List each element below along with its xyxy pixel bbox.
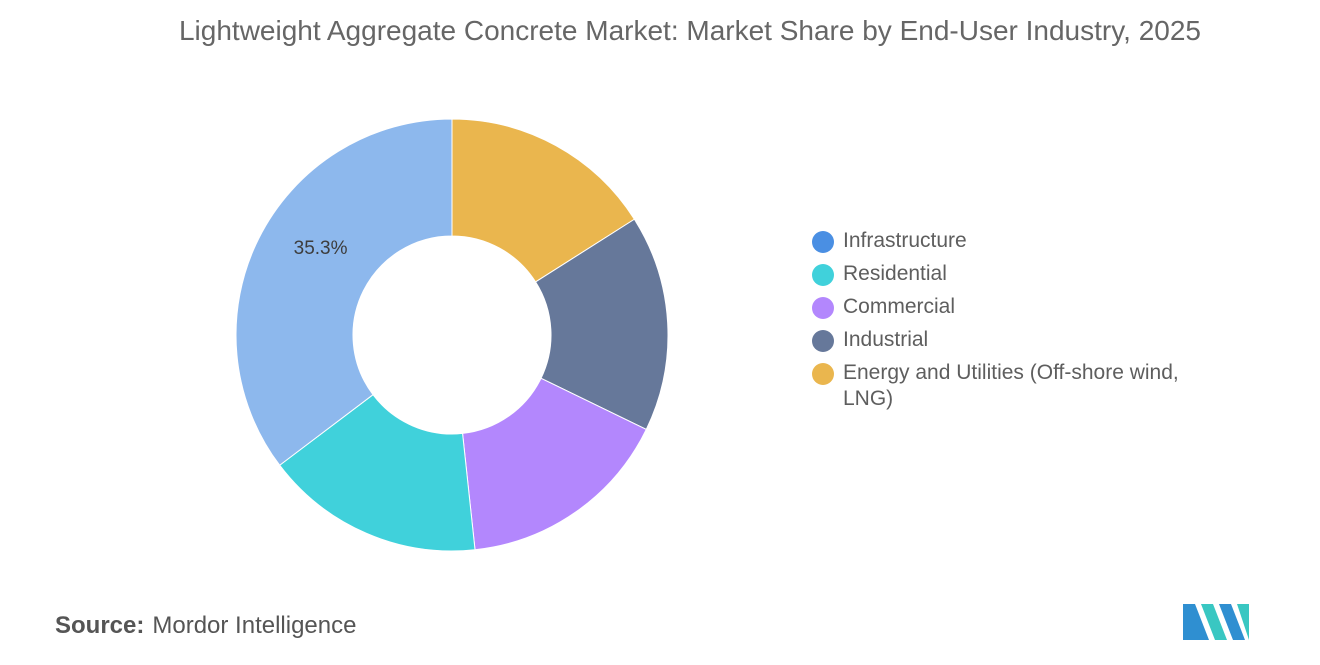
legend-item: Commercial — [812, 294, 1232, 320]
legend-swatch-icon — [812, 297, 834, 319]
legend-label: Commercial — [843, 295, 956, 318]
legend-swatch-icon — [812, 363, 834, 385]
data-label-infrastructure: 35.3% — [294, 238, 348, 259]
donut-slice-energy — [451, 118, 636, 283]
legend-label: Energy and Utilities (Off-shore wind, LN… — [843, 361, 1179, 410]
donut-slice-residential — [278, 393, 476, 552]
legend-label: Infrastructure — [843, 229, 967, 252]
source-label: Source: — [55, 612, 145, 639]
chart-title: Lightweight Aggregate Concrete Market: M… — [178, 15, 1201, 46]
legend-swatch-icon — [812, 264, 834, 286]
source-line: Source: Mordor Intelligence — [55, 610, 356, 642]
legend-swatch-icon — [812, 330, 834, 352]
legend-item: Energy and Utilities (Off-shore wind, LN… — [812, 360, 1232, 412]
donut-slice-infrastructure — [235, 118, 453, 466]
chart-legend: Infrastructure Residential Commercial Indus… — [812, 228, 1232, 419]
legend-item: Infrastructure — [812, 228, 1232, 254]
legend-swatch-icon — [812, 231, 834, 253]
source-value: Mordor Intelligence — [152, 612, 357, 639]
legend-label: Residential — [843, 262, 947, 285]
mordor-intelligence-logo-icon — [1183, 604, 1249, 640]
legend-item: Residential — [812, 261, 1232, 287]
donut-slice-commercial — [462, 377, 647, 551]
donut-slice-industrial — [534, 218, 669, 431]
legend-label: Industrial — [843, 328, 929, 351]
legend-item: Industrial — [812, 327, 1232, 353]
